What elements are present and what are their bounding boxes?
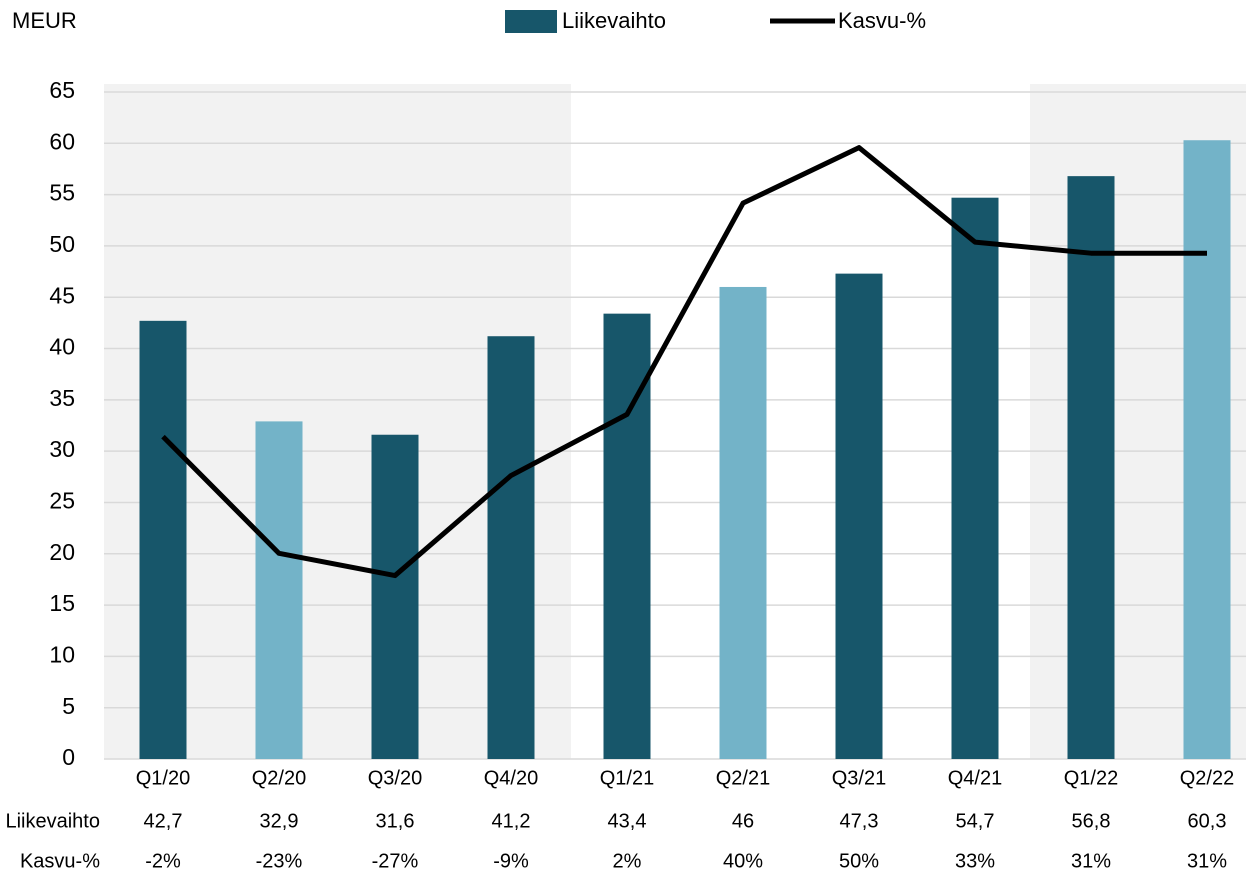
table-value: 47,3 — [840, 810, 879, 832]
table-value: -27% — [372, 850, 419, 872]
y-tick-label: 25 — [49, 488, 75, 514]
table-value: 46 — [732, 810, 754, 832]
y-tick-label: 40 — [49, 334, 75, 360]
table-value: 31% — [1187, 850, 1227, 872]
table-value: -23% — [256, 850, 303, 872]
table-value: -9% — [493, 850, 529, 872]
y-tick-label: 20 — [49, 539, 75, 565]
table-value: 33% — [955, 850, 995, 872]
table-value: 41,2 — [492, 810, 531, 832]
table-value: 50% — [839, 850, 879, 872]
legend-swatch — [505, 10, 557, 33]
x-tick-label: Q3/21 — [832, 767, 886, 789]
table-value: 60,3 — [1188, 810, 1227, 832]
bar — [1183, 140, 1231, 759]
y-tick-label: 65 — [49, 77, 75, 103]
table-value: 31,6 — [376, 810, 415, 832]
y-tick-label: 35 — [49, 385, 75, 411]
table-row-label: Kasvu-% — [20, 850, 100, 872]
bar — [255, 421, 303, 759]
table-value: 42,7 — [144, 810, 183, 832]
y-tick-label: 15 — [49, 590, 75, 616]
table-value: 43,4 — [608, 810, 647, 832]
table-value: 40% — [723, 850, 763, 872]
line — [161, 145, 1207, 579]
bar — [139, 320, 187, 759]
x-tick-label: Q3/20 — [368, 767, 422, 789]
x-tick-label: Q1/20 — [136, 767, 190, 789]
bar — [487, 336, 535, 759]
y-tick-label: 10 — [49, 641, 75, 667]
bar — [835, 273, 883, 759]
y-axis-label: MEUR — [12, 8, 77, 33]
y-tick-label: 45 — [49, 282, 75, 308]
y-tick-label: 30 — [49, 436, 75, 462]
y-tick-label: 0 — [62, 744, 75, 770]
table-value: 56,8 — [1072, 810, 1111, 832]
legend-label: Liikevaihto — [562, 8, 666, 33]
bar — [1067, 176, 1115, 759]
y-tick-label: 60 — [49, 128, 75, 154]
table-value: 2% — [613, 850, 642, 872]
table-value: 54,7 — [956, 810, 995, 832]
table-value: -2% — [145, 850, 181, 872]
x-tick-label: Q1/22 — [1064, 767, 1118, 789]
table-value: 31% — [1071, 850, 1111, 872]
x-tick-label: Q4/20 — [484, 767, 538, 789]
bar — [371, 434, 419, 759]
x-tick-label: Q4/21 — [948, 767, 1002, 789]
x-tick-label: Q1/21 — [600, 767, 654, 789]
table-row-label: Liikevaihto — [5, 810, 100, 832]
table-value: 32,9 — [260, 810, 299, 832]
legend-label: Kasvu-% — [838, 8, 926, 33]
x-tick-label: Q2/22 — [1180, 767, 1234, 789]
x-tick-label: Q2/21 — [716, 767, 770, 789]
plot: 0 5 10 15 20 25 30 35 40 45 50 55 60 65 Liikevaihto 42,… — [5, 77, 1246, 872]
bar — [951, 197, 999, 759]
y-tick-label: 55 — [49, 180, 75, 206]
x-tick-label: Q2/20 — [252, 767, 306, 789]
legend: Liikevaihto Kasvu-% — [505, 8, 926, 33]
y-tick-label: 5 — [62, 693, 75, 719]
y-tick-label: 50 — [49, 231, 75, 257]
bar — [719, 286, 767, 759]
